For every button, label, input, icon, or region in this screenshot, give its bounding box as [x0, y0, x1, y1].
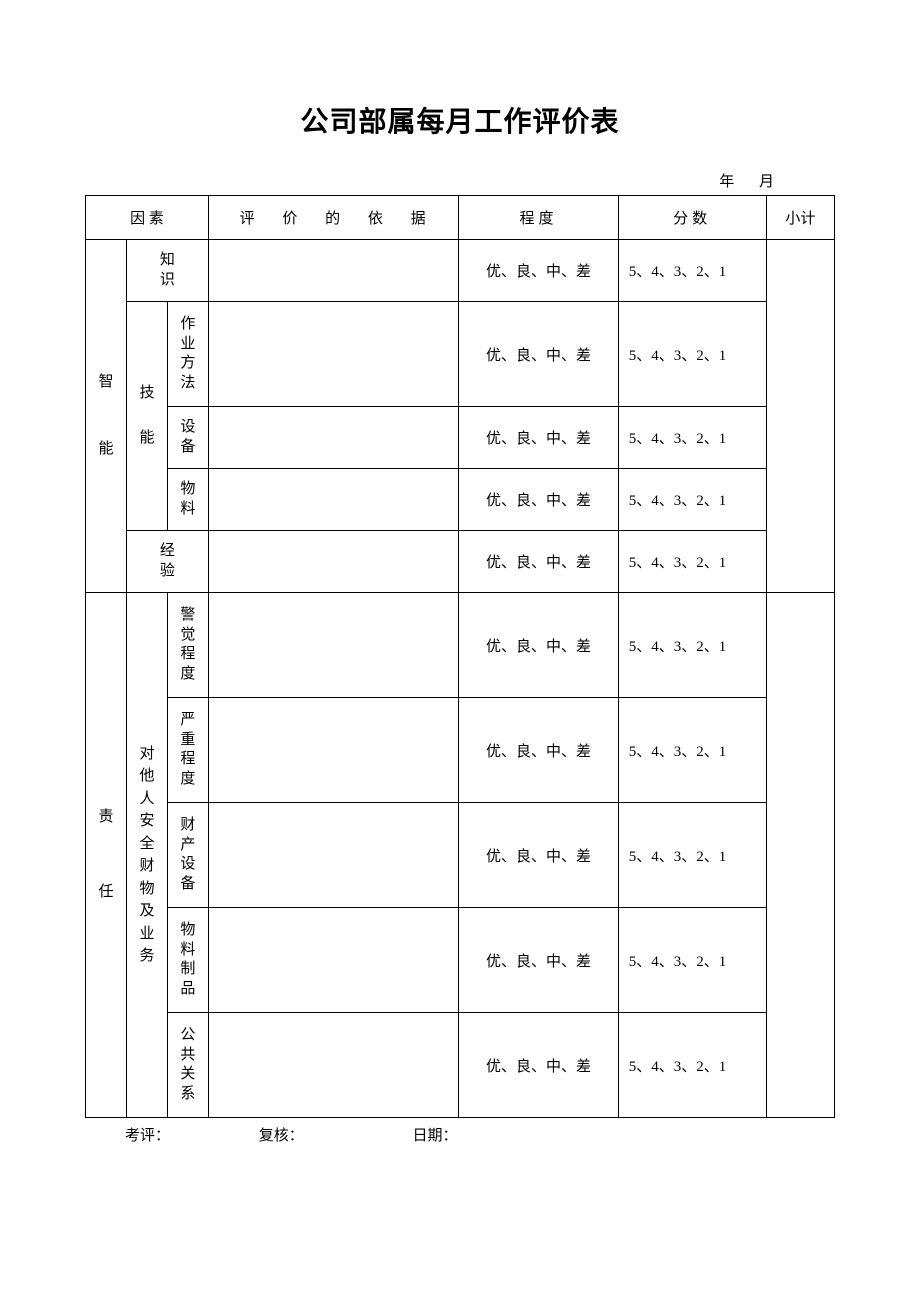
- basis-cell: [208, 531, 458, 593]
- table-row: 责任 对他人安全财物及业务 警觉程度 优、良、中、差 5、4、3、2、1: [86, 593, 835, 698]
- sub3-label: 物料: [180, 480, 195, 519]
- footer-evaluator: 考评：: [125, 1124, 255, 1145]
- table-row: 技能 作业方法 优、良、中、差 5、4、3、2、1: [86, 302, 835, 407]
- date-line: 年 月: [85, 170, 835, 191]
- table-row: 智能 知识 优、良、中、差 5、4、3、2、1: [86, 240, 835, 302]
- sub3-label: 物料制品: [180, 921, 195, 999]
- basis-cell: [208, 240, 458, 302]
- score-cell: 5、4、3、2、1: [618, 803, 766, 908]
- year-label: 年: [719, 174, 735, 190]
- footer-date: 日期：: [413, 1124, 458, 1145]
- table-row: 设备 优、良、中、差 5、4、3、2、1: [86, 407, 835, 469]
- basis-cell: [208, 908, 458, 1013]
- sub2-cell: 技能: [126, 302, 167, 531]
- table-row: 物料 优、良、中、差 5、4、3、2、1: [86, 469, 835, 531]
- sub3-cell: 物料制品: [167, 908, 208, 1013]
- score-cell: 5、4、3、2、1: [618, 531, 766, 593]
- basis-cell: [208, 407, 458, 469]
- level-cell: 优、良、中、差: [459, 302, 618, 407]
- level-cell: 优、良、中、差: [459, 908, 618, 1013]
- sub2-label: 技能: [139, 371, 154, 461]
- level-cell: 优、良、中、差: [459, 698, 618, 803]
- sub3-label: 严重程度: [180, 711, 195, 789]
- basis-cell: [208, 593, 458, 698]
- basis-cell: [208, 698, 458, 803]
- table-row: 公共关系 优、良、中、差 5、4、3、2、1: [86, 1013, 835, 1118]
- category-label: 智能: [98, 349, 113, 484]
- sub3-label: 设备: [180, 418, 195, 457]
- page-title: 公司部属每月工作评价表: [85, 100, 835, 140]
- basis-cell: [208, 803, 458, 908]
- category-label: 责任: [98, 780, 113, 930]
- subtotal-cell: [766, 593, 834, 1118]
- header-basis: 评 价 的 依 据: [208, 196, 458, 240]
- footer-reviewer: 复核：: [259, 1124, 409, 1145]
- sub3-cell: 财产设备: [167, 803, 208, 908]
- sub3-label: 财产设备: [180, 816, 195, 894]
- header-level: 程度: [459, 196, 618, 240]
- level-cell: 优、良、中、差: [459, 803, 618, 908]
- score-cell: 5、4、3、2、1: [618, 593, 766, 698]
- sub2-cell: 经验: [126, 531, 208, 593]
- sub3-cell: 物料: [167, 469, 208, 531]
- score-cell: 5、4、3、2、1: [618, 302, 766, 407]
- score-cell: 5、4、3、2、1: [618, 469, 766, 531]
- sub2-label: 对他人安全财物及业务: [139, 743, 154, 968]
- sub3-cell: 公共关系: [167, 1013, 208, 1118]
- table-body: 智能 知识 优、良、中、差 5、4、3、2、1 技能 作业方法 优、良、中、差 …: [86, 240, 835, 1118]
- header-factor: 因 素: [86, 196, 209, 240]
- basis-cell: [208, 1013, 458, 1118]
- score-cell: 5、4、3、2、1: [618, 407, 766, 469]
- sub3-label: 作业方法: [180, 315, 195, 393]
- table-row: 财产设备 优、良、中、差 5、4、3、2、1: [86, 803, 835, 908]
- sub3-cell: 严重程度: [167, 698, 208, 803]
- basis-cell: [208, 302, 458, 407]
- sub3-cell: 作业方法: [167, 302, 208, 407]
- sub3-cell: 设备: [167, 407, 208, 469]
- header-score: 分数: [618, 196, 766, 240]
- level-cell: 优、良、中、差: [459, 407, 618, 469]
- level-cell: 优、良、中、差: [459, 531, 618, 593]
- category-cell: 责任: [86, 593, 127, 1118]
- category-cell: 智能: [86, 240, 127, 593]
- level-cell: 优、良、中、差: [459, 469, 618, 531]
- score-cell: 5、4、3、2、1: [618, 240, 766, 302]
- evaluation-table: 因 素 评 价 的 依 据 程度 分数 小计 智能 知识 优、良、中、差 5、4…: [85, 195, 835, 1118]
- score-cell: 5、4、3、2、1: [618, 908, 766, 1013]
- level-cell: 优、良、中、差: [459, 240, 618, 302]
- sub3-cell: 警觉程度: [167, 593, 208, 698]
- sub2-cell: 对他人安全财物及业务: [126, 593, 167, 1118]
- header-row: 因 素 评 价 的 依 据 程度 分数 小计: [86, 196, 835, 240]
- footer-line: 考评： 复核： 日期：: [85, 1124, 835, 1145]
- sub3-label: 公共关系: [180, 1026, 195, 1104]
- sub2-label: 经验: [160, 542, 175, 581]
- table-row: 严重程度 优、良、中、差 5、4、3、2、1: [86, 698, 835, 803]
- header-subtotal: 小计: [766, 196, 834, 240]
- level-cell: 优、良、中、差: [459, 593, 618, 698]
- sub2-cell: 知识: [126, 240, 208, 302]
- subtotal-cell: [766, 240, 834, 593]
- score-cell: 5、4、3、2、1: [618, 698, 766, 803]
- table-row: 经验 优、良、中、差 5、4、3、2、1: [86, 531, 835, 593]
- basis-cell: [208, 469, 458, 531]
- sub2-label: 知识: [160, 251, 175, 290]
- score-cell: 5、4、3、2、1: [618, 1013, 766, 1118]
- level-cell: 优、良、中、差: [459, 1013, 618, 1118]
- month-label: 月: [759, 174, 775, 190]
- sub3-label: 警觉程度: [180, 606, 195, 684]
- table-row: 物料制品 优、良、中、差 5、4、3、2、1: [86, 908, 835, 1013]
